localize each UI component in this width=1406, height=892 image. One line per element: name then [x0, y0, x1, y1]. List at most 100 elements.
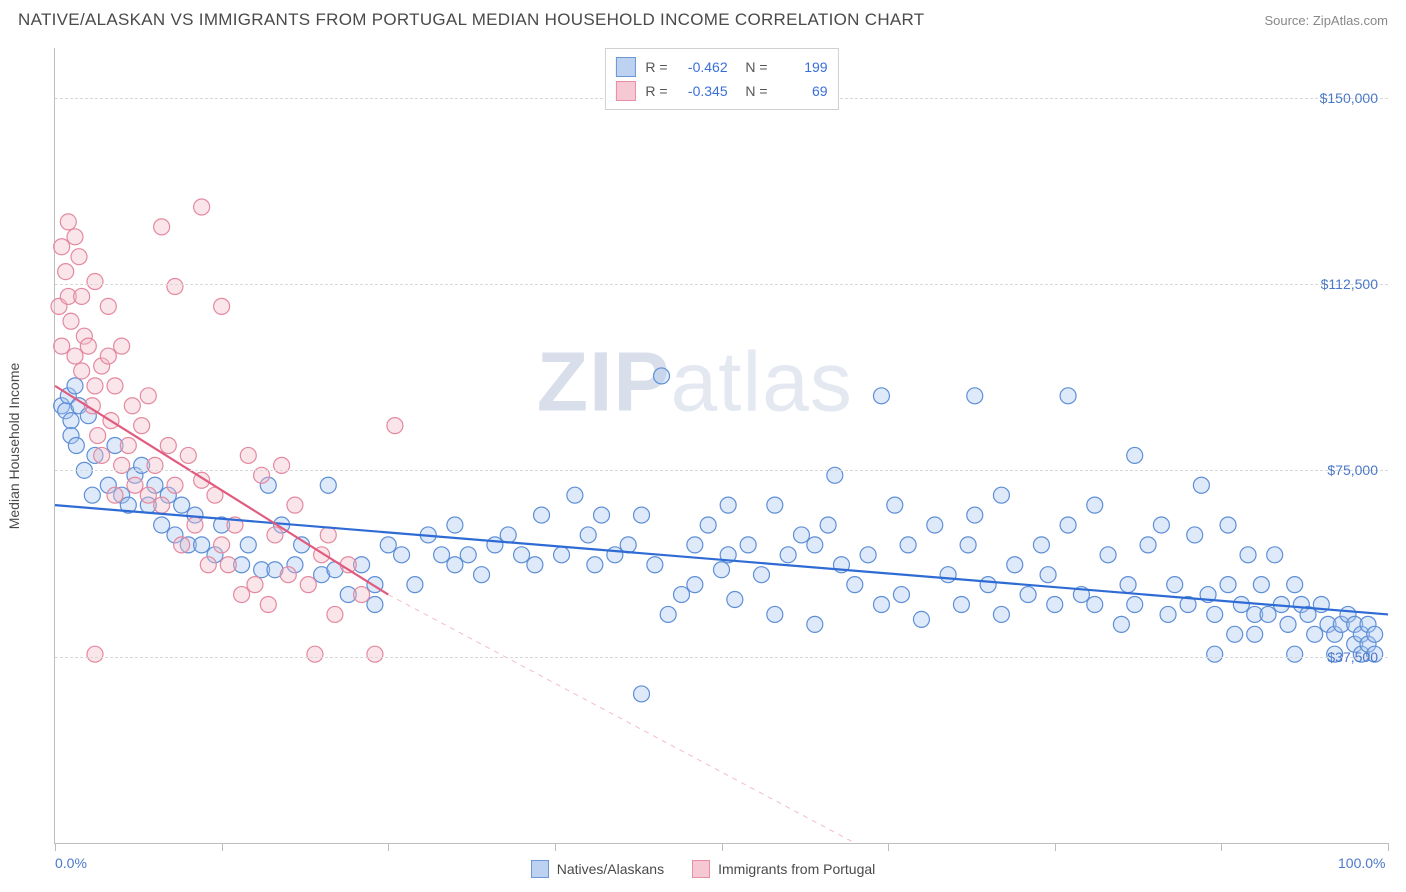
- data-point-portugal: [267, 527, 283, 543]
- data-point-natives: [1140, 537, 1156, 553]
- data-point-portugal: [60, 214, 76, 230]
- data-point-portugal: [214, 298, 230, 314]
- data-point-natives: [194, 537, 210, 553]
- data-point-portugal: [300, 577, 316, 593]
- data-point-natives: [660, 606, 676, 622]
- data-point-natives: [873, 388, 889, 404]
- data-point-natives: [767, 497, 783, 513]
- data-point-portugal: [107, 487, 123, 503]
- data-point-natives: [860, 547, 876, 563]
- data-point-portugal: [280, 567, 296, 583]
- data-point-natives: [967, 388, 983, 404]
- data-point-natives: [527, 557, 543, 573]
- data-point-natives: [634, 686, 650, 702]
- data-point-natives: [1253, 577, 1269, 593]
- y-axis-label: Median Household Income: [6, 363, 22, 530]
- data-point-natives: [1167, 577, 1183, 593]
- data-point-natives: [1307, 626, 1323, 642]
- x-tick: [1388, 843, 1389, 851]
- data-point-natives: [534, 507, 550, 523]
- data-point-natives: [1020, 587, 1036, 603]
- chart-area: ZIPatlas R =-0.462 N =199 R =-0.345 N =6…: [54, 48, 1388, 844]
- data-point-natives: [1060, 517, 1076, 533]
- data-point-natives: [893, 587, 909, 603]
- data-point-natives: [993, 606, 1009, 622]
- data-point-natives: [1280, 616, 1296, 632]
- data-point-portugal: [107, 378, 123, 394]
- data-point-natives: [953, 597, 969, 613]
- data-point-natives: [873, 597, 889, 613]
- data-point-natives: [820, 517, 836, 533]
- gridline: [55, 657, 1388, 658]
- data-point-portugal: [167, 477, 183, 493]
- data-point-portugal: [140, 487, 156, 503]
- data-point-natives: [647, 557, 663, 573]
- data-point-natives: [720, 497, 736, 513]
- data-point-natives: [727, 592, 743, 608]
- data-point-portugal: [220, 557, 236, 573]
- data-point-portugal: [234, 587, 250, 603]
- data-point-natives: [607, 547, 623, 563]
- legend-label-natives: Natives/Alaskans: [557, 861, 664, 877]
- stats-row-natives: R =-0.462 N =199: [615, 55, 827, 79]
- data-point-portugal: [214, 537, 230, 553]
- data-point-natives: [240, 537, 256, 553]
- data-point-portugal: [74, 363, 90, 379]
- x-tick: [55, 843, 56, 851]
- data-point-natives: [1113, 616, 1129, 632]
- data-point-natives: [474, 567, 490, 583]
- data-point-portugal: [307, 646, 323, 662]
- data-point-natives: [1160, 606, 1176, 622]
- y-tick-label: $37,500: [1327, 649, 1378, 665]
- stats-row-portugal: R =-0.345 N =69: [615, 79, 827, 103]
- data-point-portugal: [134, 418, 150, 434]
- data-point-portugal: [260, 597, 276, 613]
- y-tick-label: $75,000: [1327, 462, 1378, 478]
- data-point-natives: [1127, 597, 1143, 613]
- data-point-portugal: [120, 438, 136, 454]
- data-point-portugal: [100, 298, 116, 314]
- data-point-portugal: [124, 398, 140, 414]
- data-point-portugal: [71, 249, 87, 265]
- data-point-natives: [594, 507, 610, 523]
- data-point-natives: [913, 611, 929, 627]
- data-point-natives: [1227, 626, 1243, 642]
- gridline: [55, 284, 1388, 285]
- data-point-natives: [780, 547, 796, 563]
- legend-swatch-portugal: [692, 860, 710, 878]
- chart-title: NATIVE/ALASKAN VS IMMIGRANTS FROM PORTUG…: [18, 10, 925, 30]
- data-point-portugal: [167, 279, 183, 295]
- data-point-natives: [1247, 626, 1263, 642]
- data-point-natives: [654, 368, 670, 384]
- data-point-natives: [674, 587, 690, 603]
- data-point-natives: [580, 527, 596, 543]
- data-point-portugal: [54, 239, 70, 255]
- data-point-natives: [407, 577, 423, 593]
- data-point-portugal: [74, 288, 90, 304]
- data-point-portugal: [187, 517, 203, 533]
- data-point-portugal: [154, 497, 170, 513]
- data-point-portugal: [58, 264, 74, 280]
- data-point-natives: [434, 547, 450, 563]
- data-point-natives: [1260, 606, 1276, 622]
- y-tick-label: $112,500: [1321, 276, 1378, 292]
- data-point-natives: [687, 577, 703, 593]
- data-point-natives: [1187, 527, 1203, 543]
- x-tick: [1221, 843, 1222, 851]
- data-point-natives: [380, 537, 396, 553]
- data-point-natives: [367, 597, 383, 613]
- data-point-natives: [967, 507, 983, 523]
- data-point-portugal: [194, 199, 210, 215]
- data-point-natives: [500, 527, 516, 543]
- data-point-natives: [567, 487, 583, 503]
- data-point-natives: [1087, 597, 1103, 613]
- data-point-natives: [807, 537, 823, 553]
- data-point-natives: [700, 517, 716, 533]
- data-point-natives: [714, 562, 730, 578]
- data-point-portugal: [63, 313, 79, 329]
- data-point-portugal: [67, 229, 83, 245]
- data-point-natives: [900, 537, 916, 553]
- trendline-natives: [55, 505, 1388, 614]
- data-point-natives: [807, 616, 823, 632]
- data-point-natives: [174, 497, 190, 513]
